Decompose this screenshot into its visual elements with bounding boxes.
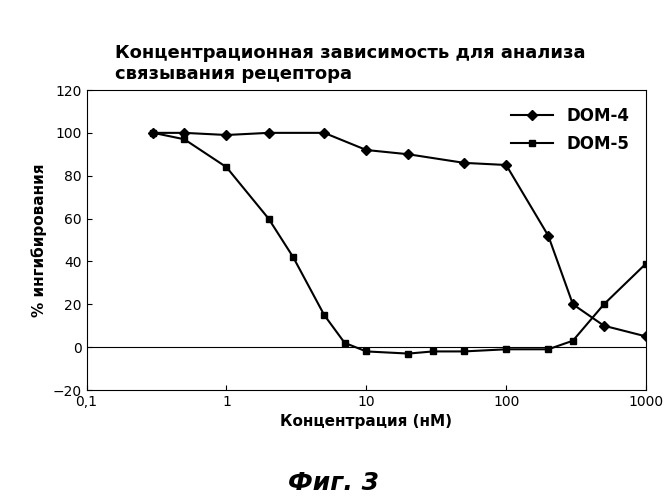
DOM-5 xyxy=(289,254,297,260)
DOM-4 xyxy=(264,130,272,136)
DOM-4 xyxy=(404,152,412,158)
DOM-5 xyxy=(362,348,370,354)
DOM-4 xyxy=(222,132,230,138)
DOM-5 xyxy=(642,260,650,266)
DOM-5 xyxy=(404,350,412,356)
DOM-4 xyxy=(600,322,608,328)
DOM-4 xyxy=(502,162,510,168)
Line: DOM-4: DOM-4 xyxy=(150,130,649,340)
DOM-4 xyxy=(180,130,188,136)
DOM-5 xyxy=(600,302,608,308)
DOM-5 xyxy=(180,136,188,142)
Text: Фиг. 3: Фиг. 3 xyxy=(288,471,378,495)
DOM-5 xyxy=(149,130,157,136)
DOM-5 xyxy=(320,312,328,318)
DOM-5 xyxy=(502,346,510,352)
DOM-5 xyxy=(429,348,437,354)
Y-axis label: % ингибирования: % ингибирования xyxy=(31,163,47,317)
DOM-5 xyxy=(460,348,468,354)
DOM-5 xyxy=(264,216,272,222)
Legend: DOM-4, DOM-5: DOM-4, DOM-5 xyxy=(503,98,637,161)
Line: DOM-5: DOM-5 xyxy=(150,130,649,357)
DOM-4 xyxy=(544,232,552,238)
Text: Концентрационная зависимость для анализа
связывания рецептора: Концентрационная зависимость для анализа… xyxy=(115,44,585,83)
DOM-4 xyxy=(642,334,650,340)
DOM-4 xyxy=(149,130,157,136)
DOM-5 xyxy=(544,346,552,352)
DOM-4 xyxy=(569,302,577,308)
DOM-5 xyxy=(569,338,577,344)
DOM-4 xyxy=(362,147,370,153)
DOM-5 xyxy=(222,164,230,170)
DOM-4 xyxy=(460,160,468,166)
DOM-4 xyxy=(320,130,328,136)
X-axis label: Концентрация (нМ): Концентрация (нМ) xyxy=(280,414,452,430)
DOM-5 xyxy=(340,340,348,346)
